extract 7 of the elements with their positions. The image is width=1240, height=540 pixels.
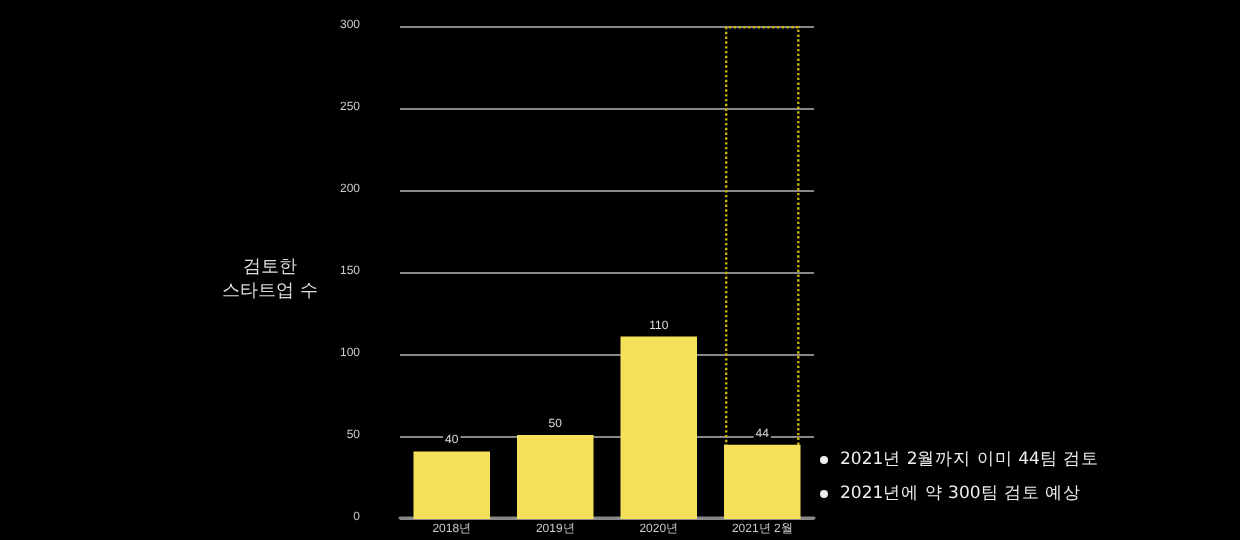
bar [413,451,491,519]
bar [516,435,594,519]
y-axis-title: 검토한 스타트업 수 [220,256,320,304]
text: 2021년 2월까지 이미 44팀 검토 [838,448,1100,474]
bar [723,444,801,519]
bar [620,336,698,519]
text: 2021년에 약 300팀 검토 예상 [838,482,1084,508]
